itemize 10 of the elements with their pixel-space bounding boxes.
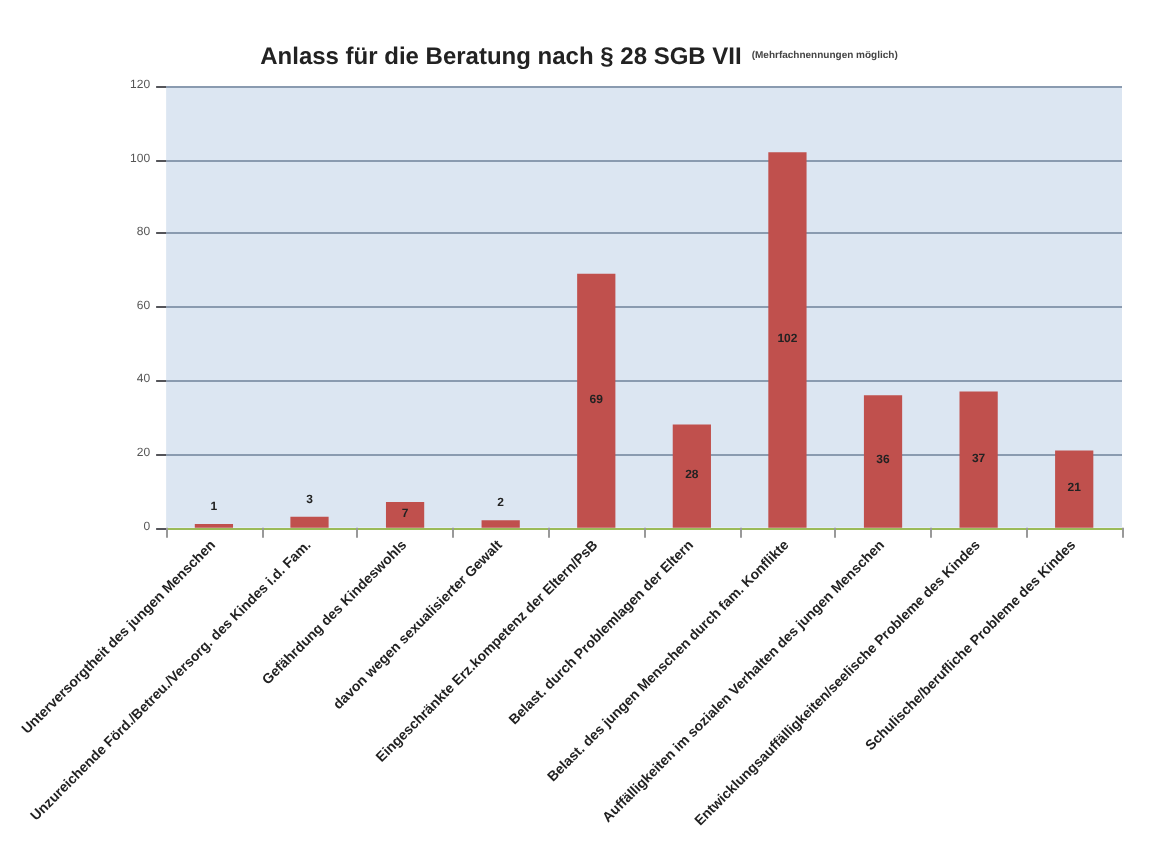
bar	[672, 424, 711, 528]
bar	[577, 273, 616, 528]
bar	[385, 501, 425, 528]
chart-title: Anlass für die Beratung nach § 28 SGB VII	[260, 42, 742, 70]
bar	[1055, 450, 1094, 528]
bar	[768, 152, 807, 528]
bar	[481, 520, 520, 528]
bar	[863, 395, 903, 528]
bar	[290, 516, 329, 528]
bar	[959, 391, 998, 528]
